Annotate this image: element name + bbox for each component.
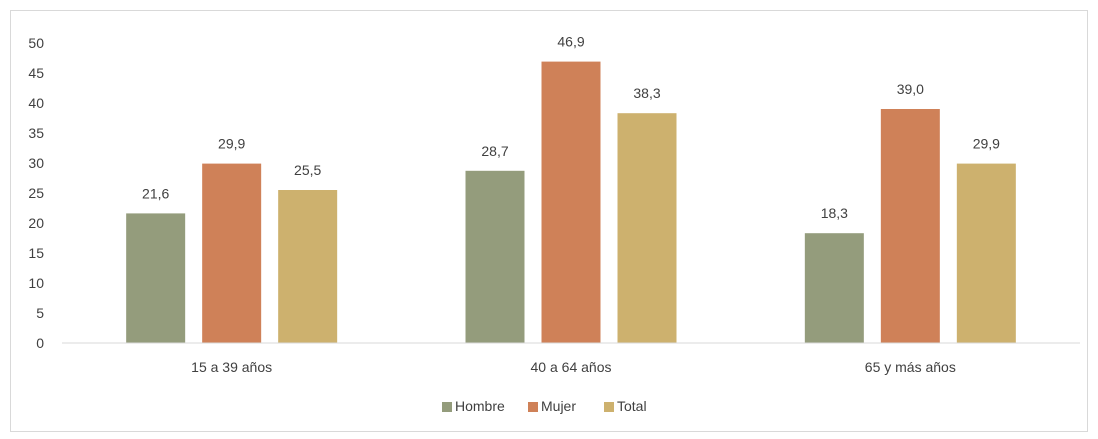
legend-swatch-total xyxy=(604,402,614,412)
y-axis: 0 5 10 15 20 25 30 35 40 45 50 xyxy=(28,35,44,351)
bar-hombre-1 xyxy=(465,170,525,343)
legend-label-total: Total xyxy=(617,398,647,414)
y-tick-label-3: 15 xyxy=(28,245,44,261)
y-tick-label-6: 30 xyxy=(28,155,44,171)
bar-total-2 xyxy=(956,163,1016,343)
x-category-label-2: 65 y más años xyxy=(865,359,956,375)
y-tick-label-5: 25 xyxy=(28,185,44,201)
data-label-hombre-1: 28,7 xyxy=(481,143,508,159)
bar-hombre-2 xyxy=(804,233,864,343)
bar-mujer-0 xyxy=(202,163,262,343)
x-category-label-0: 15 a 39 años xyxy=(191,359,272,375)
bar-mujer-1 xyxy=(541,61,601,343)
bars xyxy=(126,61,1016,343)
bar-total-0 xyxy=(278,190,338,343)
y-tick-label-0: 0 xyxy=(36,335,44,351)
y-tick-label-2: 10 xyxy=(28,275,44,291)
data-label-hombre-0: 21,6 xyxy=(142,185,169,201)
data-label-total-0: 25,5 xyxy=(294,162,321,178)
legend-swatch-mujer xyxy=(528,402,538,412)
data-label-total-2: 29,9 xyxy=(973,136,1000,152)
data-label-mujer-1: 46,9 xyxy=(557,34,584,50)
x-axis: 15 a 39 años 40 a 64 años 65 y más años xyxy=(191,359,956,375)
y-tick-label-10: 50 xyxy=(28,35,44,51)
y-tick-label-7: 35 xyxy=(28,125,44,141)
data-label-mujer-0: 29,9 xyxy=(218,136,245,152)
legend-swatch-hombre xyxy=(442,402,452,412)
data-label-total-1: 38,3 xyxy=(633,85,660,101)
y-tick-label-8: 40 xyxy=(28,95,44,111)
data-label-hombre-2: 18,3 xyxy=(821,205,848,221)
data-labels: 21,6 29,9 25,5 28,7 46,9 38,3 18,3 39,0 29,9 xyxy=(142,34,1000,222)
x-category-label-1: 40 a 64 años xyxy=(531,359,612,375)
bar-mujer-2 xyxy=(880,109,940,343)
y-tick-label-4: 20 xyxy=(28,215,44,231)
legend: Hombre Mujer Total xyxy=(442,398,647,414)
y-tick-label-9: 45 xyxy=(28,65,44,81)
bar-hombre-0 xyxy=(126,213,186,343)
data-label-mujer-2: 39,0 xyxy=(897,81,924,97)
legend-label-hombre: Hombre xyxy=(455,398,505,414)
legend-label-mujer: Mujer xyxy=(541,398,576,414)
bar-total-1 xyxy=(617,113,677,343)
y-tick-label-1: 5 xyxy=(36,305,44,321)
